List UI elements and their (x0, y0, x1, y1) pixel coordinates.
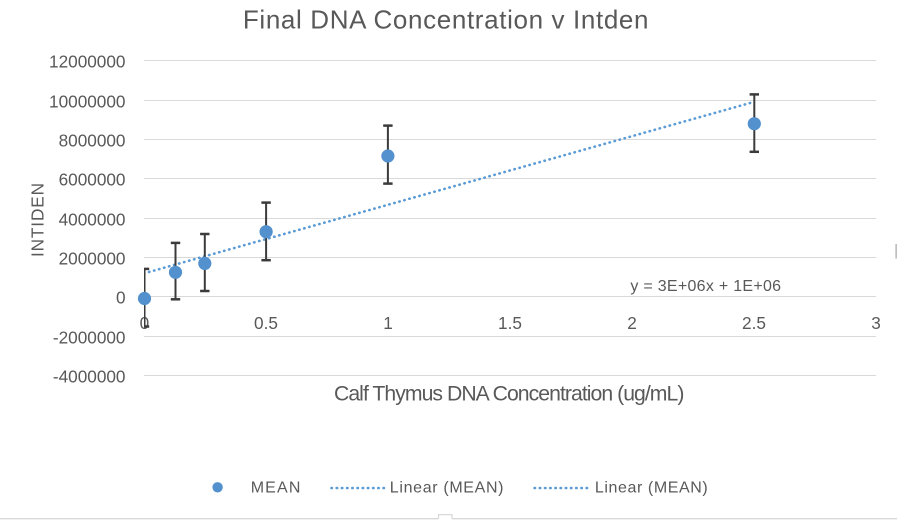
svg-text:Linear (MEAN): Linear (MEAN) (390, 480, 504, 497)
svg-text:1.5: 1.5 (498, 313, 522, 333)
svg-text:2000000: 2000000 (59, 248, 126, 268)
svg-text:6000000: 6000000 (59, 169, 126, 189)
svg-text:-4000000: -4000000 (53, 366, 126, 386)
svg-text:12000000: 12000000 (49, 51, 125, 71)
svg-text:0: 0 (116, 287, 126, 307)
svg-text:-2000000: -2000000 (53, 327, 126, 347)
svg-text:1: 1 (383, 313, 393, 333)
svg-text:Linear (MEAN): Linear (MEAN) (595, 480, 708, 497)
svg-text:Final DNA Concentration v Intd: Final DNA Concentration v Intden (243, 4, 649, 34)
svg-text:MEAN: MEAN (251, 480, 301, 497)
svg-text:0.5: 0.5 (254, 313, 278, 333)
svg-text:2.5: 2.5 (742, 313, 766, 333)
svg-text:10000000: 10000000 (49, 91, 125, 111)
svg-text:2: 2 (627, 313, 637, 333)
svg-text:4000000: 4000000 (59, 209, 126, 229)
svg-text:Calf Thymus DNA Concentration: Calf Thymus DNA Concentration (ug/mL) (334, 382, 684, 405)
svg-text:y = 3E+06x + 1E+06: y = 3E+06x + 1E+06 (630, 278, 781, 295)
svg-text:8000000: 8000000 (59, 130, 126, 150)
svg-text:INTIDEN: INTIDEN (27, 183, 47, 257)
svg-text:3: 3 (871, 313, 881, 333)
